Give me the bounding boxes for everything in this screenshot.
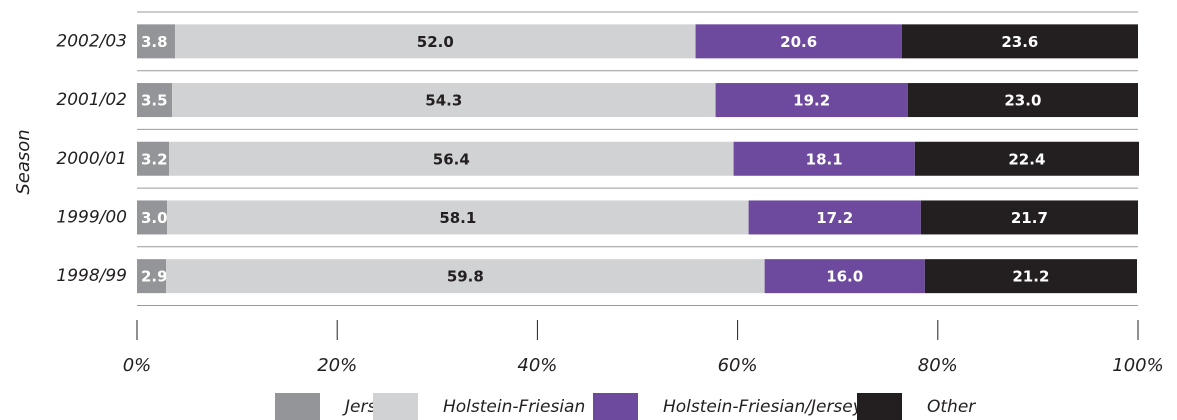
bar-segment bbox=[175, 24, 696, 59]
value-label: 59.8 bbox=[447, 268, 484, 286]
value-label: 16.0 bbox=[826, 268, 863, 286]
value-label: 18.1 bbox=[806, 150, 843, 168]
bar-segment bbox=[764, 259, 925, 294]
bar-segment bbox=[907, 83, 1138, 118]
bar-segment bbox=[137, 83, 173, 118]
value-label: 17.2 bbox=[816, 209, 853, 227]
y-tick-label: 1999/00 bbox=[56, 207, 127, 227]
bar-segment bbox=[924, 259, 1137, 294]
value-label: 21.7 bbox=[1011, 209, 1048, 227]
value-label: 23.6 bbox=[1001, 33, 1038, 51]
bar-segment bbox=[166, 259, 765, 294]
x-tick-label: 60% bbox=[718, 355, 758, 376]
bar-segment bbox=[167, 200, 749, 235]
bar-segment bbox=[733, 141, 915, 176]
x-tick-label: 0% bbox=[123, 355, 152, 376]
legend-label: Other bbox=[927, 397, 976, 417]
value-label: 22.4 bbox=[1008, 150, 1045, 168]
bar-segment bbox=[715, 83, 908, 118]
bar-segment bbox=[920, 200, 1138, 235]
value-label: 3.5 bbox=[141, 92, 168, 110]
x-tick-label: 40% bbox=[517, 355, 557, 376]
y-axis-label: Season bbox=[13, 129, 34, 194]
y-tick-label: 2001/02 bbox=[56, 90, 127, 110]
bar-segment bbox=[748, 200, 921, 235]
value-label: 2.9 bbox=[141, 268, 168, 286]
value-label: 3.8 bbox=[141, 33, 168, 51]
bar-segment bbox=[137, 200, 168, 235]
value-label: 52.0 bbox=[417, 33, 454, 51]
legend-swatch bbox=[373, 393, 418, 420]
bar-segment bbox=[169, 141, 734, 176]
legend-label: Holstein-Friesian bbox=[443, 397, 585, 417]
legend-label: Holstein-Friesian/Jersey bbox=[663, 397, 864, 417]
x-tick-label: 100% bbox=[1112, 355, 1163, 376]
value-label: 3.2 bbox=[141, 150, 168, 168]
value-label: 54.3 bbox=[425, 92, 462, 110]
legend-swatch bbox=[275, 393, 320, 420]
bar-segment bbox=[695, 24, 902, 59]
value-label: 58.1 bbox=[439, 209, 476, 227]
bar-segment bbox=[172, 83, 716, 118]
bar-segment bbox=[914, 141, 1140, 176]
value-label: 3.0 bbox=[141, 209, 168, 227]
y-tick-label: 2002/03 bbox=[56, 31, 127, 51]
value-label: 21.2 bbox=[1012, 268, 1049, 286]
value-label: 19.2 bbox=[793, 92, 830, 110]
legend-swatch bbox=[593, 393, 638, 420]
bar-segment bbox=[137, 24, 176, 59]
legend-swatch bbox=[857, 393, 902, 420]
x-tick-label: 20% bbox=[317, 355, 357, 376]
value-label: 56.4 bbox=[433, 150, 470, 168]
bar-segment bbox=[137, 259, 167, 294]
bar-segment bbox=[137, 141, 170, 176]
bar-segment bbox=[901, 24, 1138, 59]
y-tick-label: 2000/01 bbox=[56, 149, 127, 169]
value-label: 23.0 bbox=[1004, 92, 1041, 110]
y-tick-label: 1998/99 bbox=[56, 266, 127, 286]
value-label: 20.6 bbox=[780, 33, 817, 51]
x-tick-label: 80% bbox=[918, 355, 958, 376]
